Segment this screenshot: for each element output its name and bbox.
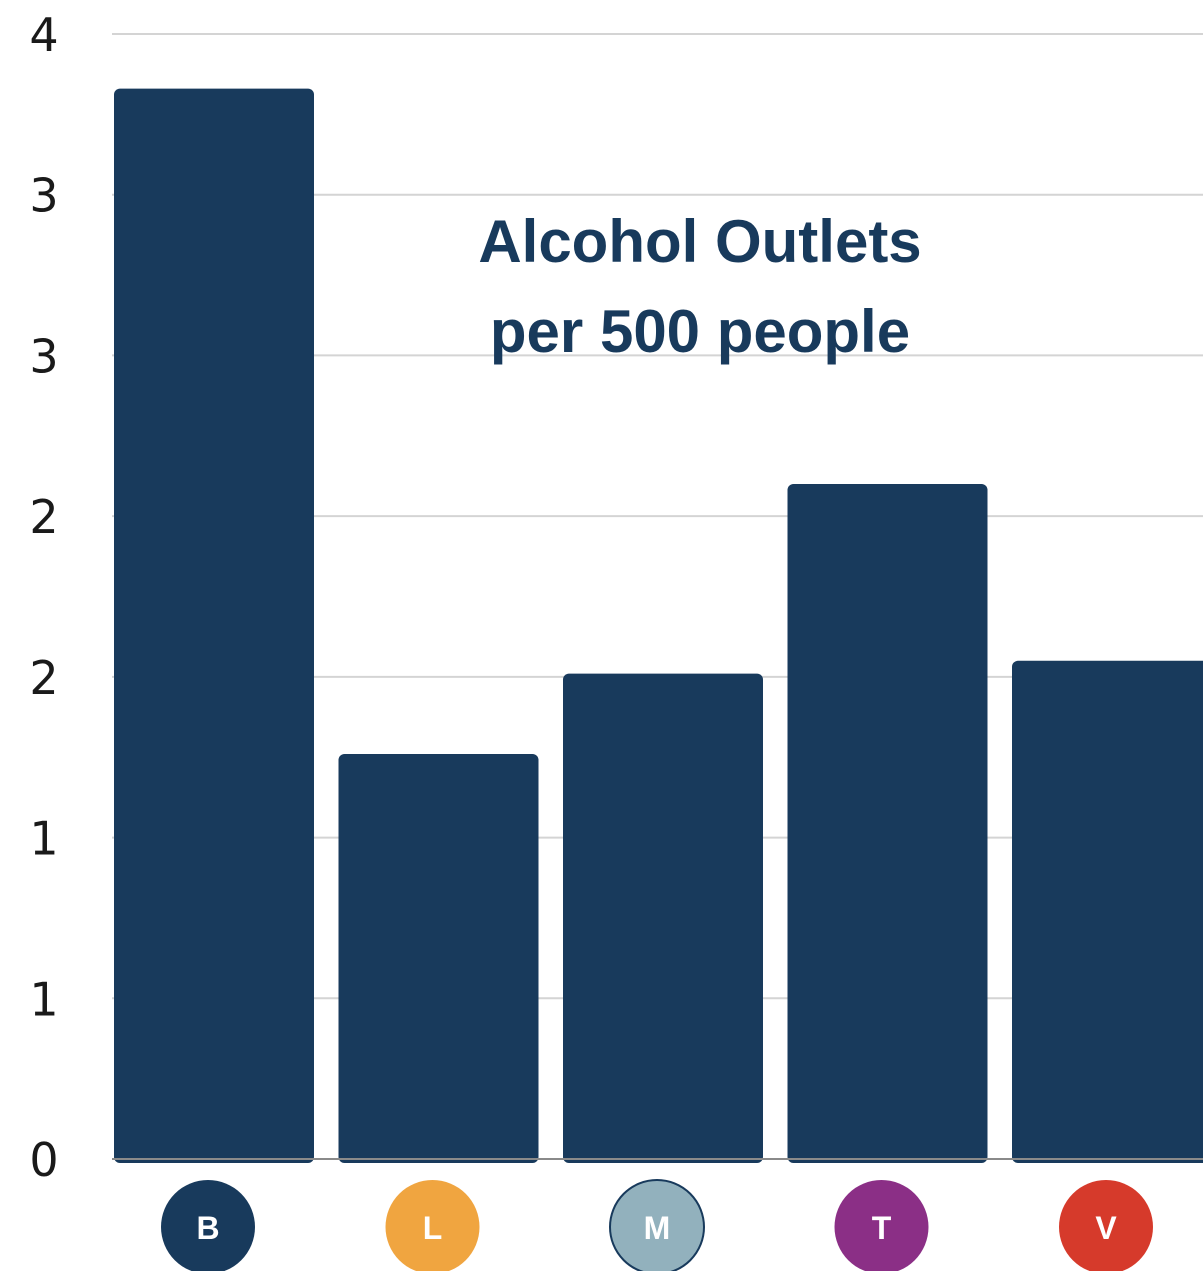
category-label: M [644, 1210, 671, 1246]
bar-v [1012, 660, 1203, 1163]
chart-title-line-1: Alcohol Outlets [478, 208, 921, 275]
y-tick-label: 3 [29, 169, 58, 223]
bar-b [114, 88, 314, 1164]
bars [114, 88, 1203, 1164]
category-label: B [196, 1210, 219, 1246]
category-label: T [872, 1210, 892, 1246]
bar-l [338, 754, 539, 1163]
y-tick-label: 0 [29, 1133, 58, 1187]
category-badge-v [1059, 1180, 1153, 1271]
y-tick-label: 2 [29, 490, 58, 544]
y-tick-label: 4 [29, 8, 58, 62]
y-tick-label: 2 [29, 651, 58, 705]
category-label: L [423, 1210, 443, 1246]
chart-title-line-2: per 500 people [490, 298, 910, 365]
category-badge-m [609, 1179, 705, 1271]
category-label: V [1095, 1210, 1117, 1246]
bar-m [563, 673, 763, 1163]
category-badge-l [385, 1180, 480, 1271]
y-tick-label: 3 [29, 329, 58, 383]
y-tick-label: 1 [29, 812, 58, 866]
bar-t [787, 484, 988, 1163]
y-tick-label: 1 [29, 972, 58, 1026]
category-badge-b [161, 1180, 255, 1271]
category-badge-t [834, 1180, 929, 1271]
y-axis-tick-labels: 0 1 1 2 2 3 3 4 [29, 8, 58, 1187]
